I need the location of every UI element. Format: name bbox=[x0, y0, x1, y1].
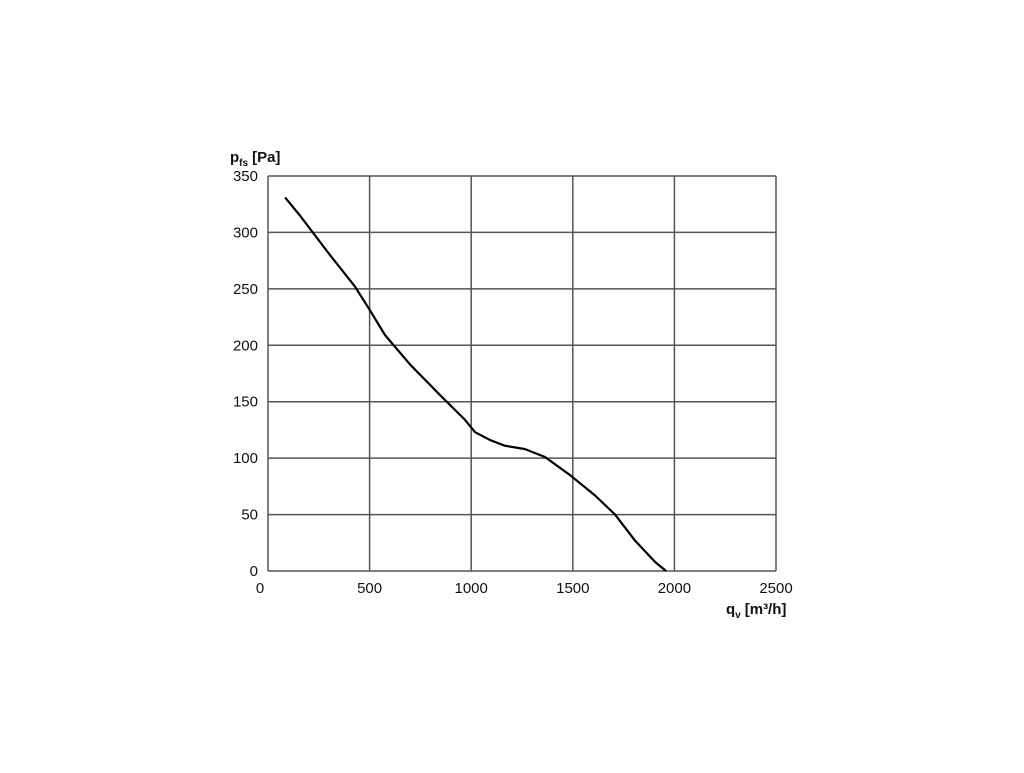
x-tick-label: 1500 bbox=[556, 580, 589, 597]
y-tick-label: 250 bbox=[233, 281, 258, 298]
x-tick-label: 2500 bbox=[759, 580, 792, 597]
y-tick-label: 100 bbox=[233, 450, 258, 467]
y-tick-label: 350 bbox=[233, 168, 258, 185]
x-axis-label: qv [m³/h] bbox=[726, 601, 786, 621]
x-unit: [m³/h] bbox=[745, 601, 787, 618]
x-subscript: v bbox=[735, 610, 741, 621]
y-tick-label: 200 bbox=[233, 337, 258, 354]
y-axis-label: pfs [Pa] bbox=[230, 149, 280, 169]
y-tick-label: 0 bbox=[250, 563, 258, 580]
y-tick-label: 300 bbox=[233, 224, 258, 241]
y-tick-label: 150 bbox=[233, 394, 258, 411]
x-tick-label: 500 bbox=[357, 580, 382, 597]
data-line bbox=[284, 196, 667, 572]
y-tick-label: 50 bbox=[241, 507, 258, 524]
x-tick-label: 2000 bbox=[658, 580, 691, 597]
y-unit: [Pa] bbox=[252, 149, 280, 166]
x-tick-label: 1000 bbox=[455, 580, 488, 597]
x-symbol: q bbox=[726, 601, 735, 618]
y-symbol: p bbox=[230, 149, 239, 166]
y-subscript: fs bbox=[239, 158, 248, 169]
x-tick-label: 0 bbox=[256, 580, 264, 597]
